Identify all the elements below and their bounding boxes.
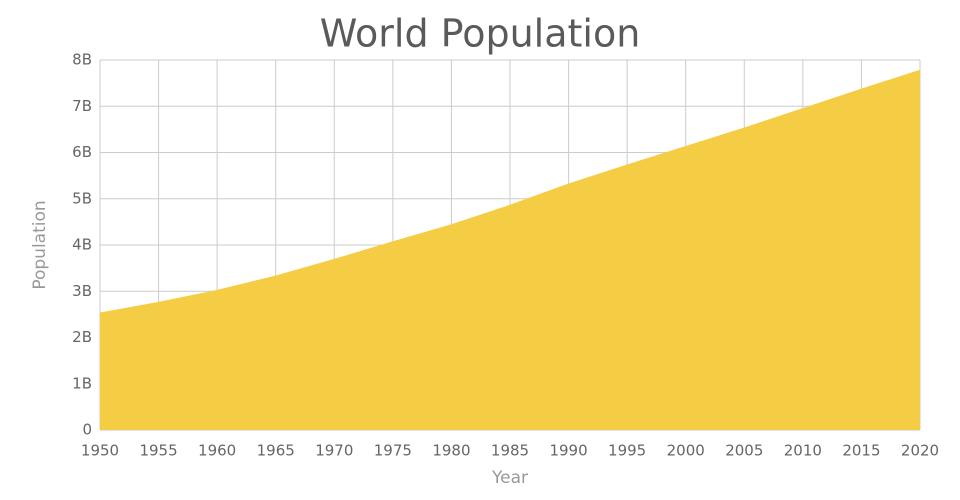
x-tick-label: 1960 [198,442,236,460]
x-tick-label: 1965 [257,442,295,460]
y-tick-label: 0 [82,421,92,439]
y-tick-label: 3B [72,282,92,300]
x-tick-label: 1950 [81,442,119,460]
y-tick-label: 4B [72,236,92,254]
y-axis-label: Population [30,200,50,289]
x-tick-label: 2010 [784,442,822,460]
y-tick-label: 2B [72,328,92,346]
y-tick-label: 8B [72,51,92,69]
x-tick-label: 2015 [842,442,880,460]
y-tick-label: 5B [72,189,92,207]
x-tick-label: 1970 [315,442,353,460]
y-tick-label: 1B [72,374,92,392]
x-tick-label: 2005 [725,442,763,460]
x-tick-label: 1985 [491,442,529,460]
area [100,69,920,431]
x-tick-label: 2020 [901,442,939,460]
x-tick-label: 2000 [667,442,705,460]
chart-title: World Population [320,12,641,56]
x-axis-label: Year [491,468,528,488]
x-tick-label: 1955 [139,442,177,460]
x-tick-label: 1975 [374,442,412,460]
y-tick-label: 6B [72,143,92,161]
x-tick-label: 1990 [549,442,587,460]
x-tick-label: 1995 [608,442,646,460]
x-tick-label: 1980 [432,442,470,460]
y-tick-label: 7B [72,97,92,115]
